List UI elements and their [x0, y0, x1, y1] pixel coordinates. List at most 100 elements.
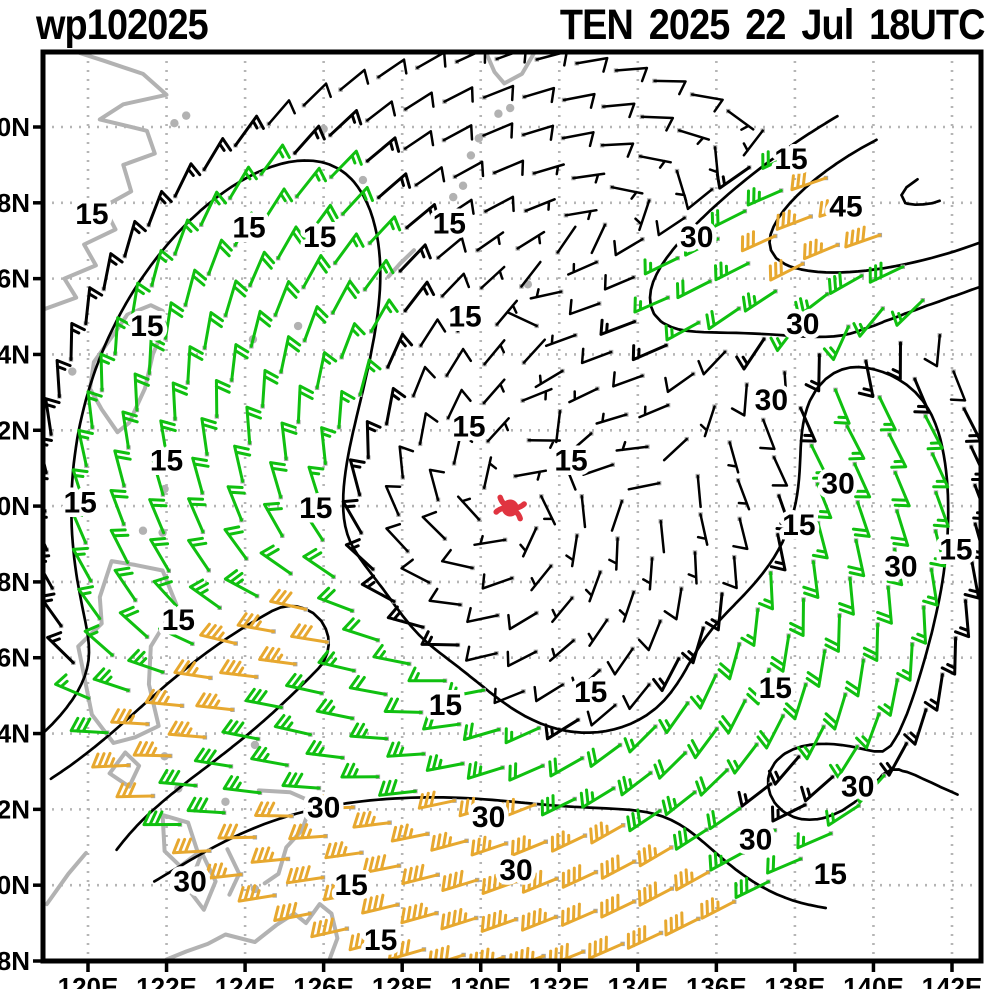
barb-staff	[84, 286, 104, 326]
wind-barb	[83, 624, 115, 658]
isotach-label-15: 15	[814, 858, 847, 891]
barb-staff	[548, 942, 585, 959]
barb-staff	[529, 288, 563, 300]
wind-barb	[582, 462, 615, 476]
barb-staff	[254, 801, 294, 818]
wind-barb	[613, 236, 645, 257]
barb-staff	[612, 371, 644, 388]
wind-barb	[273, 280, 300, 318]
barb-staff	[199, 190, 228, 227]
barb-staff	[113, 316, 132, 356]
wind-barb	[658, 519, 666, 554]
wind-barb	[109, 528, 130, 565]
wind-barb	[766, 855, 803, 875]
wind-barb	[86, 390, 103, 430]
barb-staff	[521, 387, 553, 402]
wind-barb	[202, 137, 233, 172]
barb-staff	[683, 236, 720, 257]
barb-staff	[726, 109, 755, 131]
wind-barb	[844, 658, 866, 698]
barb-staff	[123, 220, 147, 258]
wind-barb	[440, 908, 479, 931]
wind-barb	[769, 532, 787, 572]
wind-barb	[673, 827, 709, 851]
barb-staff	[365, 100, 397, 122]
barb-staff	[361, 893, 400, 915]
wind-barb	[411, 365, 436, 399]
barb-staff	[226, 485, 246, 522]
barb-staff	[400, 902, 439, 925]
wind-barb	[236, 612, 276, 634]
barb-staff	[377, 172, 412, 199]
wind-barb	[508, 762, 546, 782]
wind-barb	[811, 520, 829, 560]
isotach-45kt	[900, 177, 941, 207]
barb-staff	[561, 864, 598, 889]
barb-staff	[746, 187, 783, 207]
wind-barb	[600, 854, 637, 880]
barb-staff	[929, 529, 947, 568]
barb-staff	[481, 573, 514, 590]
wind-barb	[969, 444, 979, 481]
wind-barb	[290, 623, 330, 645]
wind-barb	[250, 745, 290, 768]
barb-staff	[349, 722, 389, 741]
wind-barb	[697, 349, 728, 376]
barb-staff	[740, 827, 777, 848]
lon-label-140E: 140E	[843, 972, 904, 989]
wind-barb	[674, 868, 711, 892]
wind-barb	[563, 208, 598, 221]
wind-barb	[285, 865, 326, 885]
wind-barb	[579, 494, 587, 529]
barb-staff	[443, 86, 474, 103]
barb-staff	[623, 725, 657, 754]
wind-barb	[940, 635, 958, 676]
barb-staff	[482, 84, 515, 102]
barb-staff	[746, 668, 771, 706]
barb-staff	[417, 790, 456, 810]
barb-staff	[572, 172, 606, 184]
barb-staff	[507, 611, 538, 631]
wind-barb	[683, 236, 720, 257]
barb-staff	[696, 474, 702, 509]
wind-barb	[301, 254, 331, 290]
barb-staff	[618, 590, 635, 623]
barb-staff	[445, 347, 473, 377]
barb-staff	[610, 185, 644, 200]
wind-barb	[92, 667, 131, 693]
isotach-label-15: 15	[574, 676, 607, 709]
axis-labels: 30N 28N 26N 24N 22N 20N 18N 16N 14N 12N 10N 8N 120E 1…	[0, 112, 982, 989]
barb-staff	[341, 498, 363, 535]
wind-barb	[384, 485, 402, 517]
wind-barb	[223, 279, 248, 318]
wind-barb	[838, 576, 855, 616]
wind-barb	[483, 195, 515, 214]
barb-staff	[302, 547, 336, 579]
wind-barb	[344, 538, 376, 572]
barb-staff	[771, 803, 807, 823]
barb-staff	[690, 93, 724, 113]
wind-barb	[195, 692, 235, 712]
wind-barb	[822, 324, 851, 361]
wind-barb	[121, 410, 139, 450]
barb-staff	[790, 170, 828, 192]
barb-staff	[407, 666, 447, 683]
barb-staff	[637, 844, 673, 868]
wind-barb	[422, 713, 462, 731]
wind-barb	[617, 770, 653, 797]
wind-barb	[200, 417, 218, 457]
barb-staff	[302, 254, 331, 289]
barb-staff	[676, 279, 712, 300]
barb-staff	[273, 714, 312, 737]
isotach-label-15: 15	[433, 208, 466, 241]
wind-barb	[482, 339, 506, 367]
barb-staff	[799, 406, 817, 443]
wind-barb	[324, 841, 364, 860]
barb-staff	[45, 397, 61, 436]
wind-barb	[663, 586, 684, 621]
barb-staff	[838, 576, 855, 616]
wind-barb	[305, 740, 345, 761]
islet	[449, 192, 458, 202]
wind-barb	[658, 701, 690, 735]
